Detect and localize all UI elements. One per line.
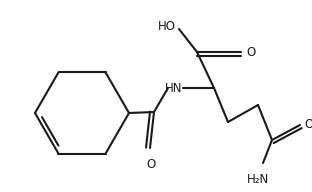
Text: HO: HO bbox=[158, 20, 176, 32]
Text: O: O bbox=[246, 46, 256, 59]
Text: O: O bbox=[146, 158, 156, 171]
Text: HN: HN bbox=[165, 81, 183, 94]
Text: O: O bbox=[305, 118, 312, 132]
Text: H₂N: H₂N bbox=[247, 173, 269, 186]
